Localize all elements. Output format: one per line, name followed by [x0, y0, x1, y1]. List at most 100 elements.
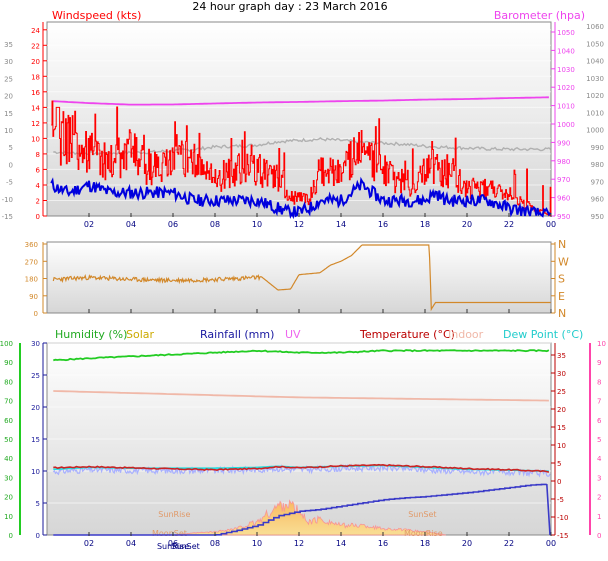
moonrise-annotation: MoonRise — [404, 529, 443, 538]
baro-tick-5: 1000 — [557, 121, 575, 129]
wind-x-label-7: 16 — [378, 220, 388, 229]
temp-tick-10: -15 — [557, 532, 568, 540]
temp-tick-1: 30 — [557, 370, 566, 378]
rainfall-line — [53, 483, 551, 536]
atm-x-label-11: 00 — [546, 539, 556, 548]
wind-panel: Windspeed (kts) Barometer (hpa) 35302520… — [2, 9, 604, 229]
baro-outer-tick-11: 950 — [591, 213, 604, 221]
uv-tick-5: 5 — [597, 436, 601, 444]
legend-indoor: Indoor — [448, 328, 484, 341]
baro-tick-3: 1020 — [557, 84, 575, 92]
uv-tick-9: 1 — [597, 513, 601, 521]
wind-x-label-1: 04 — [126, 220, 136, 229]
hum-tick-8: 20 — [4, 494, 13, 502]
wind-tick-1: 22 — [31, 42, 40, 50]
atm-x-label-1: 04 — [126, 539, 136, 548]
legend-rainfall: Rainfall (mm) — [200, 328, 274, 341]
direction-line — [52, 244, 551, 312]
wind-x-label-2: 06 — [168, 220, 178, 229]
hum-tick-5: 50 — [4, 436, 13, 444]
hum-tick-4: 60 — [4, 417, 13, 425]
baro-title: Barometer (hpa) — [494, 9, 585, 22]
legend-humidity: Humidity (%) — [55, 328, 127, 341]
wind-outer-tick-3: 20 — [4, 93, 13, 101]
dir-compass-0: N — [558, 238, 566, 251]
baro-outer-tick-0: 1060 — [586, 23, 604, 31]
wind-tick-8: 8 — [36, 151, 40, 159]
wind-title: Windspeed (kts) — [52, 9, 141, 22]
temp-tick-4: 15 — [557, 424, 566, 432]
baro-outer-tick-5: 1010 — [586, 109, 604, 117]
dir-tick-4: 0 — [34, 310, 38, 318]
baro-tick-7: 980 — [557, 158, 570, 166]
wind-outer-tick-9: -10 — [2, 196, 13, 204]
humidity-line — [53, 349, 550, 362]
temp-tick-9: -10 — [557, 514, 568, 522]
uv-tick-7: 3 — [597, 474, 601, 482]
hum-tick-3: 70 — [4, 398, 13, 406]
baro-tick-9: 960 — [557, 195, 570, 203]
wind-x-label-10: 22 — [504, 220, 514, 229]
dir-compass-1: W — [558, 255, 569, 268]
uv-tick-8: 2 — [597, 494, 601, 502]
dir-tick-0: 360 — [25, 241, 38, 249]
uv-tick-2: 8 — [597, 378, 601, 386]
x-sunrise-label: SunRise — [157, 542, 189, 551]
wind-outer-tick-1: 30 — [4, 58, 13, 66]
wind-tick-4: 16 — [31, 89, 40, 97]
rain-tick-0: 30 — [31, 340, 40, 348]
legend-temperature: Temperature (°C) — [359, 328, 455, 341]
baro-outer-tick-4: 1020 — [586, 92, 604, 100]
atmospheric-panel: Humidity (%) Solar Rainfall (mm) UV Temp… — [0, 328, 606, 551]
uv-tick-6: 4 — [597, 455, 602, 463]
temp-tick-2: 25 — [557, 388, 566, 396]
atm-x-label-6: 14 — [336, 539, 346, 548]
moonset-annotation: MoonSet — [152, 529, 187, 538]
direction-panel-background — [46, 241, 552, 314]
temp-tick-7: 0 — [557, 478, 561, 486]
wind-tick-11: 2 — [36, 198, 40, 206]
rain-tick-4: 10 — [31, 468, 40, 476]
baro-tick-1: 1040 — [557, 47, 575, 55]
dir-tick-1: 270 — [25, 258, 38, 266]
hum-tick-7: 30 — [4, 474, 13, 482]
temperature-line — [53, 463, 550, 473]
dir-tick-2: 180 — [25, 276, 38, 284]
atm-x-label-8: 18 — [420, 539, 430, 548]
wind-x-label-9: 20 — [462, 220, 472, 229]
legend-uv: UV — [285, 328, 301, 341]
baro-outer-tick-9: 970 — [591, 179, 604, 187]
atm-x-label-5: 12 — [294, 539, 304, 548]
dir-compass-3: E — [558, 290, 565, 303]
baro-tick-10: 950 — [557, 213, 570, 221]
baro-outer-tick-7: 990 — [591, 144, 604, 152]
wind-x-label-3: 08 — [210, 220, 220, 229]
average-wind-line — [50, 176, 551, 220]
temp-tick-3: 20 — [557, 406, 566, 414]
temp-tick-8: -5 — [557, 496, 564, 504]
hum-tick-9: 10 — [4, 513, 13, 521]
uv-tick-10: 0 — [597, 532, 601, 540]
rain-tick-2: 20 — [31, 404, 40, 412]
legend-dewpoint: Dew Point (°C) — [503, 328, 583, 341]
dir-compass-4: N — [558, 307, 566, 320]
atm-x-label-7: 16 — [378, 539, 388, 548]
baro-outer-tick-1: 1050 — [586, 40, 604, 48]
sunrise-annotation: SunRise — [158, 510, 190, 519]
sunset-annotation: SunSet — [408, 510, 436, 519]
atm-x-label-3: 08 — [210, 539, 220, 548]
wind-outer-tick-0: 35 — [4, 41, 13, 49]
wind-tick-0: 24 — [31, 27, 40, 35]
atmospheric-plot: 1009080706050403020100302520151050353025… — [0, 340, 606, 551]
indoor-line — [53, 390, 549, 402]
wind-x-label-11: 00 — [546, 220, 556, 229]
wind-tick-6: 12 — [31, 120, 40, 128]
baro-outer-tick-2: 1040 — [586, 58, 604, 66]
temp-tick-5: 10 — [557, 442, 566, 450]
wind-outer-tick-8: -5 — [6, 179, 13, 187]
baro-outer-tick-6: 1000 — [586, 127, 604, 135]
wind-outer-tick-6: 5 — [9, 144, 13, 152]
wind-outer-tick-2: 25 — [4, 75, 13, 83]
